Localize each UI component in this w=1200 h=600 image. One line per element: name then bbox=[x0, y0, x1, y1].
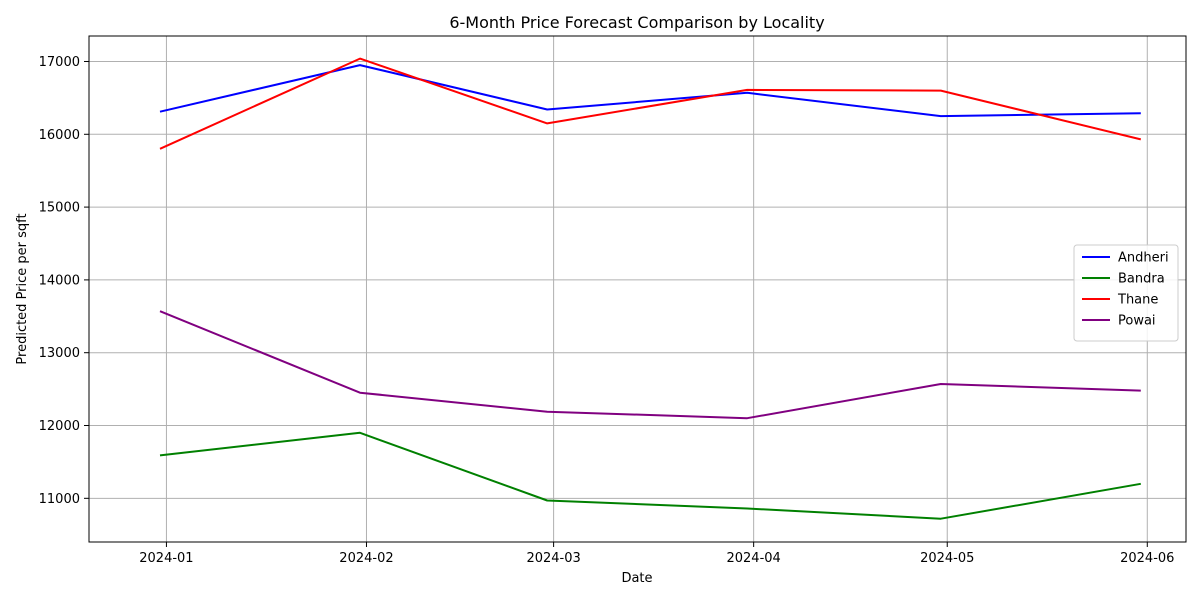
y-axis-ticks: 11000 12000 13000 14000 15000 16000 17000 bbox=[39, 55, 89, 507]
series-line-bandra bbox=[159, 431, 1141, 520]
y-tick-label: 11000 bbox=[39, 492, 80, 507]
legend-label: Powai bbox=[1118, 314, 1156, 329]
legend-label: Thane bbox=[1117, 293, 1158, 308]
x-tick-label: 2024-03 bbox=[526, 551, 580, 566]
y-tick-label: 13000 bbox=[39, 346, 80, 361]
plot-lines bbox=[159, 57, 1142, 520]
y-tick-label: 16000 bbox=[39, 128, 80, 143]
chart-title: 6-Month Price Forecast Comparison by Loc… bbox=[449, 13, 824, 32]
legend: Andheri Bandra Thane Powai bbox=[1073, 244, 1179, 342]
y-tick-label: 14000 bbox=[39, 273, 80, 288]
x-axis-label: Date bbox=[621, 571, 652, 586]
x-axis-ticks: 2024-01 2024-02 2024-03 2024-04 2024-05 2024-… bbox=[139, 542, 1174, 566]
x-tick-label: 2024-04 bbox=[726, 551, 780, 566]
x-tick-label: 2024-05 bbox=[920, 551, 974, 566]
series-line-thane bbox=[159, 57, 1142, 150]
legend-box bbox=[1073, 244, 1179, 342]
x-tick-label: 2024-02 bbox=[339, 551, 393, 566]
legend-label: Andheri bbox=[1118, 251, 1169, 266]
y-tick-label: 15000 bbox=[39, 201, 80, 216]
plot-frame bbox=[88, 35, 1187, 543]
y-tick-label: 17000 bbox=[39, 55, 80, 70]
legend-label: Bandra bbox=[1118, 272, 1165, 287]
y-tick-label: 12000 bbox=[39, 419, 80, 434]
y-axis-label: Predicted Price per sqft bbox=[15, 213, 30, 364]
x-tick-label: 2024-06 bbox=[1120, 551, 1174, 566]
series-line-powai bbox=[159, 310, 1141, 420]
x-tick-label: 2024-01 bbox=[139, 551, 193, 566]
